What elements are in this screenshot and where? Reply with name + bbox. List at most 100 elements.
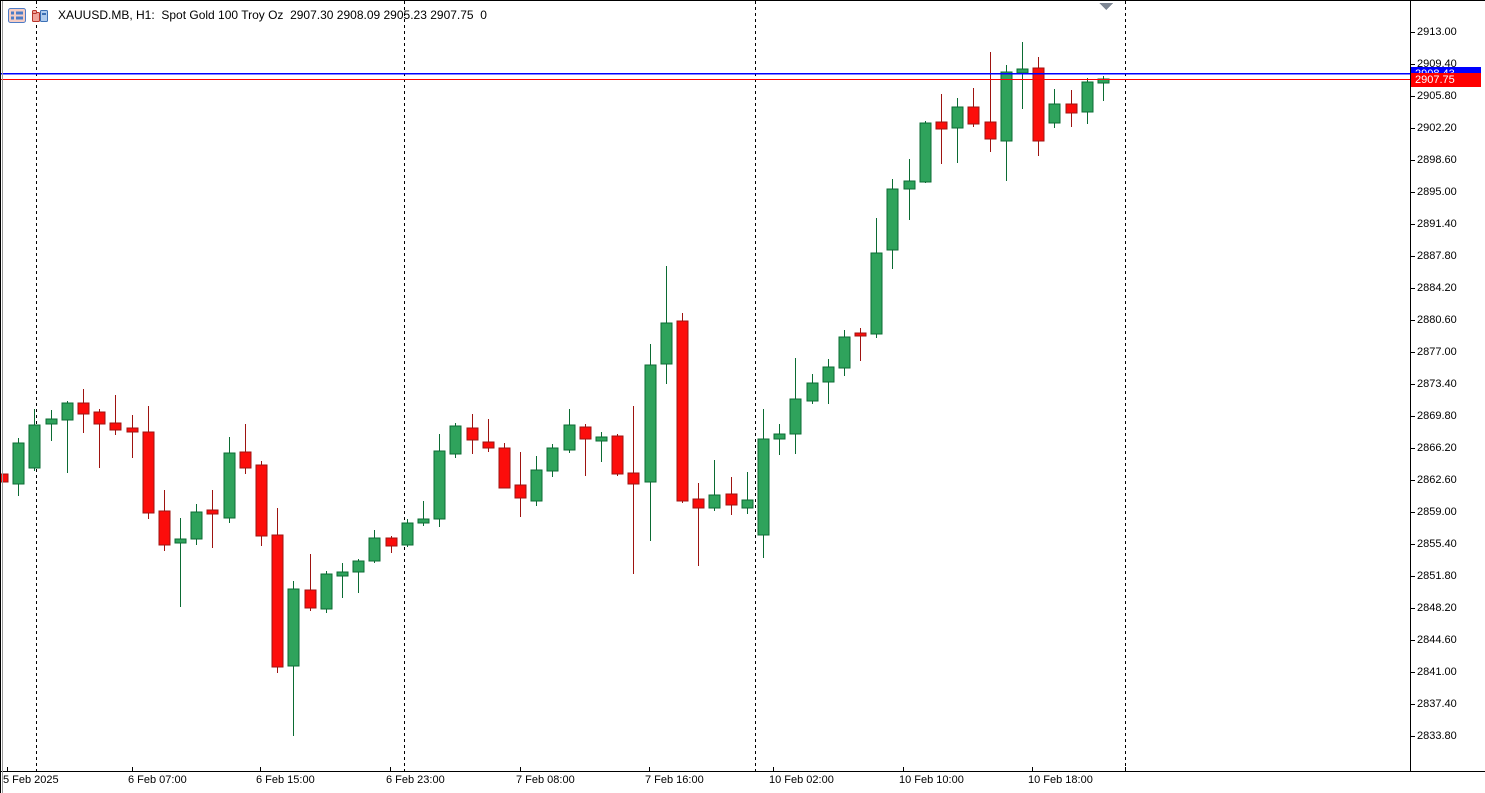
candle <box>660 266 673 384</box>
candle <box>838 330 851 376</box>
candle <box>708 460 721 511</box>
price-label: 2891.40 <box>1417 218 1457 230</box>
candle <box>692 483 705 566</box>
time-label: 7 Feb 16:00 <box>645 774 704 786</box>
candle <box>368 530 381 563</box>
candle <box>45 410 58 441</box>
chart-shift-marker[interactable] <box>1099 3 1113 10</box>
new-chart-icon[interactable] <box>31 7 49 23</box>
bid-price-value: 2907.75 <box>1415 74 1455 86</box>
candle <box>142 406 155 519</box>
candle <box>789 358 802 454</box>
time-label: 10 Feb 18:00 <box>1028 774 1093 786</box>
candle <box>126 415 139 458</box>
market-watch-icon[interactable] <box>8 7 26 23</box>
candle <box>725 477 738 515</box>
candle <box>255 461 268 546</box>
candle <box>514 452 527 517</box>
candle <box>320 571 333 613</box>
price-label: 2855.40 <box>1417 538 1457 550</box>
price-label: 2869.80 <box>1417 410 1457 422</box>
time-label: 5 Feb 2025 <box>3 774 59 786</box>
price-label: 2837.40 <box>1417 698 1457 710</box>
price-label: 2905.80 <box>1417 90 1457 102</box>
price-label: 2833.80 <box>1417 730 1457 742</box>
candle <box>984 52 997 152</box>
candle <box>385 536 398 553</box>
candle <box>482 419 495 452</box>
price-label: 2848.20 <box>1417 602 1457 614</box>
window-border-left-inner <box>2 1 3 793</box>
candle <box>466 414 479 454</box>
price-label: 2859.00 <box>1417 506 1457 518</box>
candle <box>109 395 122 435</box>
candle <box>336 563 349 598</box>
time-label: 7 Feb 08:00 <box>516 774 575 786</box>
candle <box>546 444 559 477</box>
price-label: 2913.00 <box>1417 26 1457 38</box>
candle <box>223 437 236 523</box>
price-label: 2873.40 <box>1417 378 1457 390</box>
time-axis[interactable]: 5 Feb 2025 6 Feb 07:00 6 Feb 15:00 6 Feb 23… <box>0 771 1485 793</box>
chart-title: XAUUSD.MB, H1: Spot Gold 100 Troy Oz 290… <box>58 8 487 22</box>
candle <box>627 406 640 574</box>
price-label: 2841.00 <box>1417 666 1457 678</box>
candle <box>644 344 657 541</box>
candle <box>1048 89 1061 128</box>
candle <box>271 508 284 673</box>
candle <box>595 432 608 462</box>
candle <box>206 490 219 548</box>
candle <box>1032 57 1045 156</box>
candle <box>563 409 576 453</box>
candle <box>919 121 932 183</box>
day-separators <box>36 1 1126 771</box>
candle <box>498 443 511 489</box>
candle <box>287 581 300 736</box>
candle <box>757 409 770 558</box>
candle <box>967 88 980 127</box>
candle <box>822 359 835 404</box>
candle <box>433 434 446 527</box>
candle <box>854 328 867 361</box>
price-label: 2895.00 <box>1417 186 1457 198</box>
price-axis[interactable]: 2913.00 2909.40 2905.80 2902.20 2898.60 2895.… <box>1410 1 1485 771</box>
chart-header: XAUUSD.MB, H1: Spot Gold 100 Troy Oz 290… <box>8 7 487 23</box>
bid-price-badge: 2907.75 <box>1411 73 1481 87</box>
candle <box>417 501 430 526</box>
price-label: 2844.60 <box>1417 634 1457 646</box>
candle <box>530 456 543 506</box>
candle <box>158 490 171 551</box>
price-label: 2862.60 <box>1417 474 1457 486</box>
candle <box>449 423 462 458</box>
candle <box>77 389 90 433</box>
candle <box>676 313 689 503</box>
price-label: 2866.20 <box>1417 442 1457 454</box>
candle <box>886 179 899 269</box>
candle <box>903 159 916 220</box>
candle <box>174 518 187 607</box>
price-label: 2880.60 <box>1417 314 1457 326</box>
candle <box>28 409 41 471</box>
candle <box>190 504 203 545</box>
candles <box>0 42 1110 736</box>
time-label: 6 Feb 07:00 <box>128 774 187 786</box>
candle <box>951 98 964 163</box>
candle <box>61 401 74 473</box>
time-label: 10 Feb 02:00 <box>769 774 834 786</box>
candle <box>870 218 883 338</box>
time-label: 10 Feb 10:00 <box>899 774 964 786</box>
candle <box>1065 90 1078 127</box>
price-label: 2887.80 <box>1417 250 1457 262</box>
candle <box>935 94 948 164</box>
candle <box>806 374 819 404</box>
price-label: 2902.20 <box>1417 122 1457 134</box>
window-border-left <box>0 1 1 793</box>
candle <box>741 472 754 514</box>
candle <box>401 519 414 547</box>
candle <box>352 559 365 593</box>
candle <box>239 424 252 474</box>
candle <box>304 554 317 611</box>
candle <box>93 409 106 468</box>
